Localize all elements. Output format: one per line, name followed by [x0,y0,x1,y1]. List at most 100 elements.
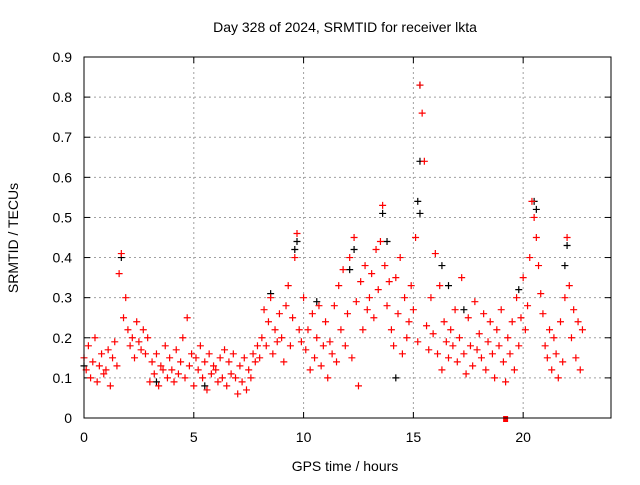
data-point-red [350,234,358,241]
data-point-black [379,209,387,217]
data-point-red [434,350,442,358]
data-point-red [486,318,494,326]
chart-title: Day 328 of 2024, SRMTID for receiver lkt… [213,19,477,35]
data-point-red [205,350,213,358]
data-point-red [418,109,426,117]
grid [84,57,611,418]
data-point-red [447,326,455,334]
data-point-red [548,366,556,374]
data-point-red [319,342,327,350]
data-point-red [469,362,477,370]
data-point-red [359,326,367,334]
data-point-red [420,157,428,165]
data-point-red [113,362,121,370]
y-tick-label: 0.4 [53,250,73,266]
data-point-red [543,354,551,362]
data-point-red [539,310,547,318]
data-point-red [385,278,393,286]
data-point-red [313,334,321,342]
data-point-red [264,318,272,326]
data-point-red [214,378,222,386]
data-point-red [179,334,187,342]
data-point-red [567,334,575,342]
data-point-black [313,298,321,306]
data-point-red [427,294,435,302]
data-point-red [576,366,584,374]
data-point-red [190,382,198,390]
data-point-red [137,346,145,354]
data-point-red [194,366,202,374]
y-axis-label: SRMTID / TECUs [5,183,21,293]
data-point-red [502,378,510,386]
data-point-red [196,342,204,350]
data-point-red [174,370,182,378]
data-point-red [405,318,413,326]
data-point-red [357,278,365,286]
data-point-red [322,318,330,326]
data-point-red [344,310,351,318]
data-point-red [403,334,411,342]
data-point-red [471,298,479,306]
data-point-red [120,314,128,322]
data-point-red [473,346,481,354]
data-point-red [550,334,558,342]
data-point-red [133,318,141,326]
data-point-red [84,342,92,350]
data-point-red [578,326,586,334]
data-point-red [445,354,453,362]
data-point-red [431,250,439,258]
data-point-red [210,362,218,370]
data-point-red [387,326,395,334]
data-point-red [541,342,549,350]
data-point-red [401,294,409,302]
data-point-black [350,246,358,254]
data-point-red [282,302,290,310]
data-point-red [275,310,283,318]
data-point-red [488,350,496,358]
data-point-red [515,342,523,350]
data-points [80,81,586,422]
data-point-red [128,334,136,342]
data-point-red [466,342,474,350]
data-point-red [436,282,444,290]
data-point-black [563,242,571,250]
data-point-black [152,378,160,386]
data-point-black [438,262,446,270]
data-point-red [155,382,163,390]
data-point-red [218,374,226,382]
data-point-red [163,374,171,382]
data-point-red [240,354,248,362]
data-point-red [295,326,303,334]
data-point-red [297,338,305,346]
data-point-red [429,330,437,338]
data-point-red [574,318,582,326]
data-point-red [170,378,178,386]
data-point-red [372,246,380,254]
data-point-red [328,350,336,358]
data-point-red [339,266,347,274]
data-point-red [115,270,123,278]
data-point-red [546,326,554,334]
data-point-red [519,274,527,282]
data-point-black [383,238,391,246]
data-point-red [207,370,215,378]
data-point-red [152,350,160,358]
data-point-red [535,262,543,270]
y-tick-label: 0.8 [53,89,73,105]
data-point-red [234,390,242,398]
data-point-red [148,358,156,366]
data-point-red [256,354,264,362]
data-point-red [559,358,567,366]
data-point-black [532,205,540,213]
data-point-red [370,314,378,322]
data-point-red [146,378,154,386]
data-point-red [526,254,534,262]
data-point-red [475,330,483,338]
data-point-red [98,350,106,358]
data-point-red [104,346,112,354]
data-point-red [521,326,529,334]
plot-border [83,56,612,419]
data-point-red [238,378,246,386]
data-point-red [236,362,244,370]
data-point-red [510,366,518,374]
